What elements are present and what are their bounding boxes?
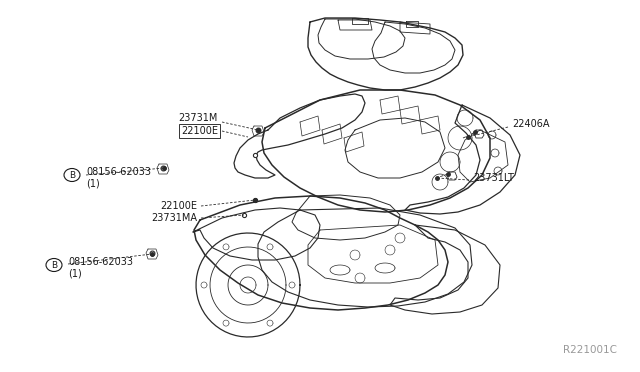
Text: 08156-62033: 08156-62033	[86, 167, 151, 177]
Text: 23731M: 23731M	[179, 113, 218, 123]
Text: 08156-62033: 08156-62033	[68, 257, 133, 267]
Text: 23731LT: 23731LT	[473, 173, 514, 183]
Text: (1): (1)	[86, 178, 100, 188]
Text: 22406A: 22406A	[512, 119, 550, 129]
Text: R221001C: R221001C	[563, 345, 617, 355]
Text: 22100E: 22100E	[160, 201, 197, 211]
Text: B: B	[51, 260, 57, 269]
Text: (1): (1)	[68, 268, 82, 278]
Text: 23731MA: 23731MA	[151, 213, 197, 223]
Text: B: B	[69, 170, 75, 180]
Text: 22100E: 22100E	[181, 126, 218, 136]
